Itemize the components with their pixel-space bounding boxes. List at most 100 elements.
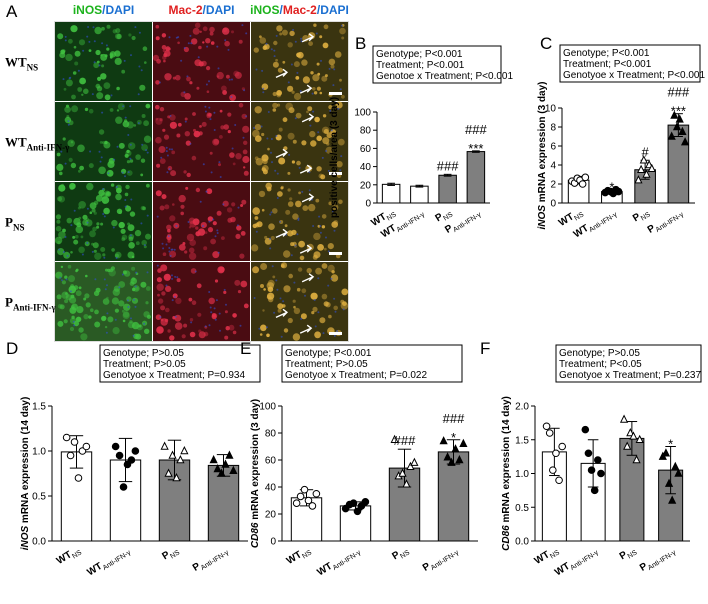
point-marker: [180, 445, 189, 455]
header-part: iNOS: [73, 3, 102, 17]
cell-dot: [96, 225, 100, 229]
cell-dot: [64, 116, 72, 124]
cell-dot: [155, 314, 162, 321]
cell-dot: [126, 160, 130, 164]
cell-dot: [270, 235, 275, 241]
cell-dot: [313, 251, 321, 259]
cell-dot: [331, 270, 335, 274]
y-axis-label-word: (3: [329, 120, 340, 132]
nucleus-dot: [262, 91, 265, 94]
cell-dot: [218, 163, 221, 167]
arrow-icon: [275, 308, 289, 318]
cell-dot: [328, 105, 333, 110]
cell-dot: [71, 94, 76, 100]
cell-dot: [243, 170, 249, 176]
stats-line: Treatment; P>0.05: [285, 359, 368, 370]
cell-dot: [135, 241, 140, 246]
cell-dot: [162, 49, 166, 53]
point-marker: [678, 126, 687, 135]
cell-dot: [55, 271, 63, 279]
cell-dot: [55, 214, 62, 220]
y-tick-label: 0.5: [32, 492, 46, 503]
nucleus-dot: [171, 277, 174, 280]
cell-dot: [310, 292, 318, 300]
nucleus-dot: [231, 147, 234, 150]
nucleus-dot: [340, 155, 343, 158]
x-category-label: PAnti-IFN-γ: [191, 544, 231, 576]
cell-dot: [128, 142, 136, 150]
x-category-label: WTNS: [55, 544, 84, 569]
stats-line: Genotype; P<0.001: [285, 348, 372, 359]
cell-dot: [277, 308, 282, 313]
nucleus-dot: [145, 149, 148, 152]
cell-dot: [169, 121, 177, 129]
nucleus-dot: [91, 250, 94, 253]
cell-dot: [145, 301, 149, 305]
cell-dot: [196, 283, 202, 289]
nucleus-dot: [204, 110, 207, 113]
point-marker: [590, 486, 599, 495]
cell-dot: [114, 253, 119, 258]
stats-line: Genotoe x Treatment; P<0.001: [376, 71, 513, 82]
cell-dot: [98, 189, 105, 196]
cell-dot: [145, 233, 151, 240]
point-marker: [168, 450, 177, 459]
nucleus-dot: [86, 207, 89, 210]
cell-dot: [110, 183, 115, 187]
cell-dot: [222, 27, 230, 35]
cell-dot: [210, 41, 215, 45]
cell-dot: [161, 194, 167, 200]
cell-dot: [155, 80, 160, 85]
stats-line: Treatment; P>0.05: [103, 359, 186, 370]
cell-dot: [75, 234, 79, 239]
nucleus-dot: [176, 276, 179, 279]
significance-mark: ###: [437, 158, 459, 173]
cell-dot: [94, 252, 102, 260]
cell-dot: [283, 250, 291, 258]
cell-dot: [242, 149, 248, 155]
cell-dot: [321, 225, 326, 229]
nucleus-dot: [327, 250, 330, 253]
point-marker: [164, 468, 173, 477]
micrograph-tile: [153, 182, 250, 261]
x-category-label: WTAnti-IFN-γ: [572, 206, 619, 242]
row-label-3: PNS: [5, 215, 24, 233]
nucleus-dot: [260, 125, 263, 128]
cell-dot: [254, 216, 259, 220]
cell-dot: [140, 205, 146, 211]
significance-mark: *: [451, 430, 456, 445]
x-category-label: PNS: [631, 206, 652, 226]
nucleus-dot: [321, 156, 324, 159]
cell-dot: [193, 128, 196, 132]
header-part: iNOS: [250, 3, 279, 17]
cell-dot: [206, 90, 210, 93]
cell-dot: [116, 109, 120, 112]
cell-dot: [231, 30, 234, 34]
nucleus-dot: [186, 75, 189, 78]
cell-dot: [198, 45, 202, 50]
panel-label-e: E: [240, 339, 251, 358]
cell-dot: [292, 213, 299, 220]
cell-dot: [107, 268, 111, 273]
cell-dot: [71, 26, 75, 30]
point-marker: [674, 468, 683, 477]
point-marker: [82, 442, 91, 451]
cell-dot: [162, 128, 166, 132]
cell-dot: [330, 64, 335, 69]
cell-dot: [112, 327, 120, 335]
cell-dot: [320, 174, 326, 180]
y-axis-label-word: (3: [537, 104, 548, 116]
nucleus-dot: [62, 78, 65, 81]
cell-dot: [192, 27, 200, 35]
cell-dot: [106, 169, 114, 177]
cell-dot: [319, 91, 323, 95]
point-marker: [74, 474, 83, 482]
x-category-main: P: [191, 561, 203, 574]
significance-mark: *: [609, 180, 614, 195]
nucleus-dot: [165, 284, 168, 287]
nucleus-dot: [300, 317, 303, 320]
cell-dot: [170, 170, 177, 177]
nucleus-dot: [174, 315, 177, 318]
